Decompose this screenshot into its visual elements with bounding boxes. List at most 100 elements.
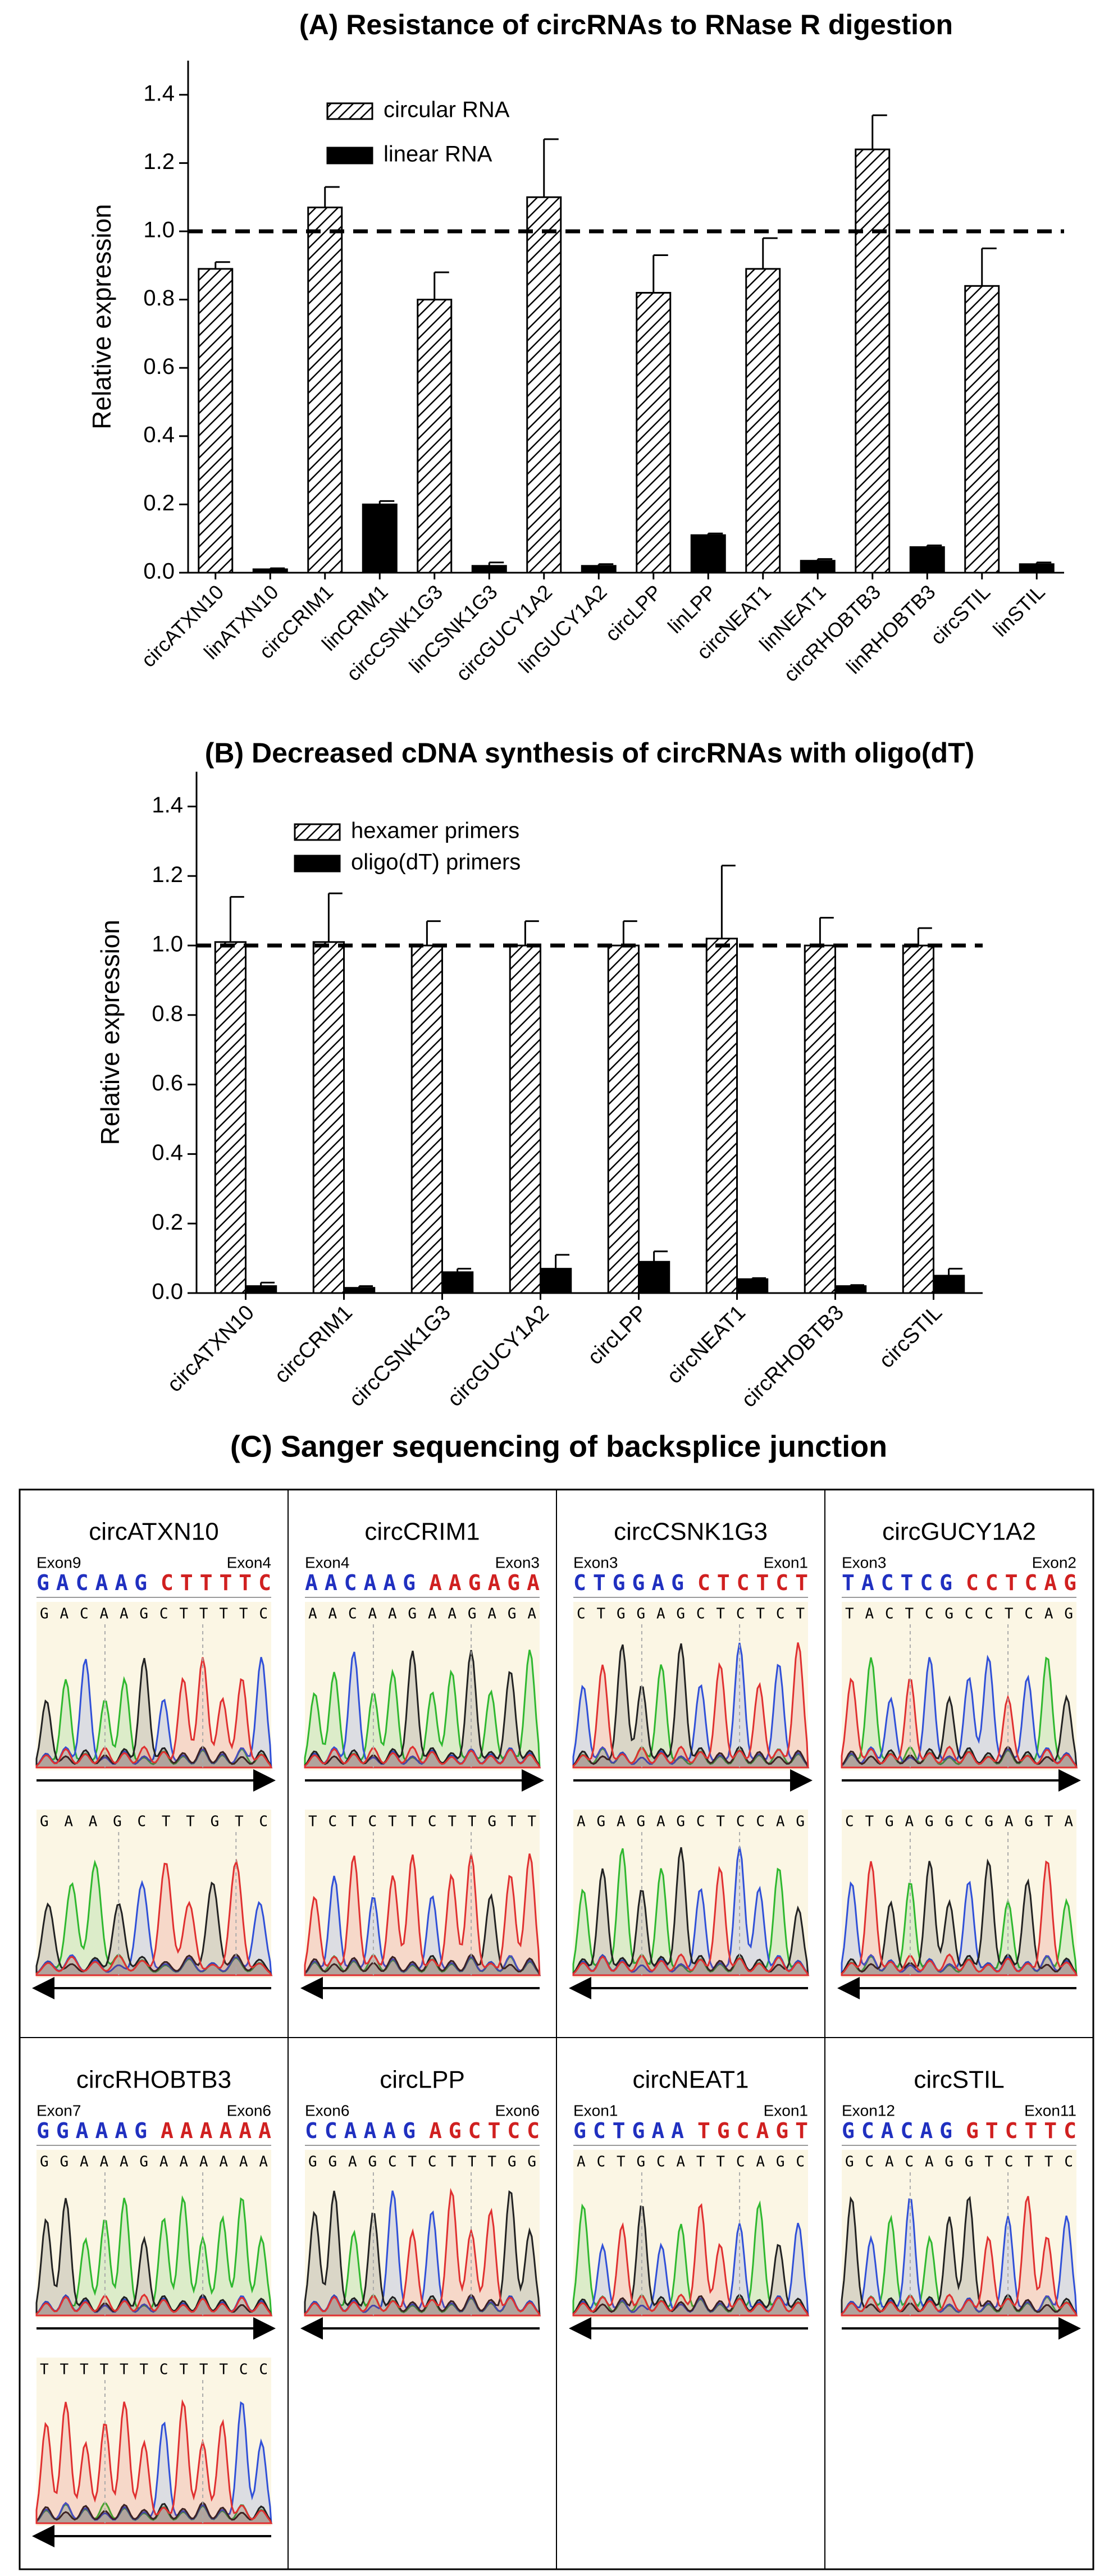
y-tick-label: 0.4 — [143, 422, 175, 447]
bar — [638, 1260, 670, 1294]
trace-background — [36, 1602, 271, 1770]
chart-title: (B) Decreased cDNA synthesis of circRNAs… — [205, 737, 975, 769]
trace-background — [573, 2150, 808, 2318]
error-bar — [260, 1281, 275, 1286]
sequence-right: CTCTCT — [697, 1570, 808, 1595]
trace-c — [841, 1654, 1078, 1769]
x-tick-label: circLPP — [583, 1301, 652, 1369]
trace-a — [35, 1859, 273, 1976]
trace-t — [841, 1677, 1078, 1769]
sequence-right: CCTCAG — [966, 1570, 1076, 1595]
error-bar — [622, 920, 637, 946]
exon-right: Exon1 — [764, 1554, 808, 1571]
sequence-left: GACAAG — [36, 1570, 147, 1595]
trace-background — [842, 1810, 1076, 1978]
exon-left: Exon7 — [36, 2102, 81, 2119]
y-tick-label: 1.0 — [152, 932, 183, 957]
legend-label: circular RNA — [384, 98, 510, 122]
sequence-left: CCAAAG — [305, 2118, 416, 2143]
error-bar — [597, 563, 614, 566]
bar — [736, 1278, 769, 1294]
cell-name: circNEAT1 — [633, 2066, 749, 2094]
bar — [607, 944, 640, 1294]
junction-sequence: GACAAG CTTTTC — [36, 1570, 271, 1595]
exon-right: Exon6 — [495, 2102, 540, 2119]
trace-background — [305, 1602, 540, 1770]
trace-t — [35, 1657, 273, 1769]
error-bar — [327, 892, 343, 942]
x-tick-label: circSTIL — [875, 1301, 947, 1373]
y-tick-label: 0.2 — [143, 491, 175, 515]
exon-right: Exon4 — [227, 1554, 271, 1571]
bar — [933, 1275, 965, 1294]
legend-swatch — [326, 102, 373, 120]
trace-c — [35, 1880, 272, 1976]
error-bar — [871, 114, 887, 150]
bar — [526, 196, 562, 574]
error-bar — [543, 138, 559, 198]
bar — [312, 941, 345, 1294]
bar — [540, 1268, 572, 1294]
sequence-left: TACTCG — [842, 1570, 952, 1595]
trace-background — [36, 2358, 271, 2526]
bar — [245, 1285, 277, 1294]
trace-g — [572, 1847, 809, 1976]
bar — [705, 938, 738, 1294]
bar — [964, 285, 1000, 574]
panel-title: (C) Sanger sequencing of backsplice junc… — [230, 1429, 887, 1463]
exon-right: Exon11 — [1024, 2102, 1076, 2119]
error-bar — [981, 247, 997, 286]
y-axis-label: Relative expression — [95, 920, 125, 1145]
x-tick-label: circGUCY1A2 — [451, 580, 556, 685]
exon-right: Exon2 — [1032, 1554, 1076, 1571]
trace-t — [841, 2196, 1078, 2317]
exon-right: Exon1 — [764, 2102, 808, 2119]
error-bar — [378, 500, 395, 505]
bar — [804, 944, 836, 1294]
sequence-left: GGAAAG — [36, 2118, 147, 2143]
bar — [745, 268, 781, 574]
x-tick-label: circCSNK1G3 — [342, 580, 447, 685]
trace-g — [304, 1893, 541, 1976]
y-tick-label: 0.0 — [152, 1280, 183, 1304]
cell-name: circLPP — [380, 2066, 465, 2094]
trace-g — [841, 2195, 1078, 2317]
y-tick-label: 0.6 — [143, 354, 175, 379]
exon-left: Exon3 — [842, 1554, 886, 1571]
trace-background — [573, 1602, 808, 1770]
bar — [214, 941, 247, 1294]
x-tick-label: linSTIL — [988, 580, 1049, 641]
error-bar — [819, 916, 834, 946]
bar — [362, 503, 398, 574]
y-tick-label: 0.8 — [143, 286, 175, 310]
x-tick-label: circRHOBTB3 — [737, 1301, 848, 1412]
trace-g — [304, 1650, 541, 1769]
trace-t — [304, 1746, 541, 1769]
exon-right: Exon3 — [495, 1554, 540, 1571]
error-bar — [457, 1268, 472, 1272]
bar — [909, 546, 945, 574]
bar — [252, 568, 288, 574]
exon-left: Exon4 — [305, 1554, 349, 1571]
trace-t — [304, 2187, 541, 2317]
trace-t — [572, 2203, 810, 2317]
cell-name: circSTIL — [914, 2066, 1004, 2094]
chart-title: (A) Resistance of circRNAs to RNase R di… — [299, 9, 953, 40]
error-bar — [488, 561, 504, 566]
error-bar — [948, 1268, 963, 1276]
trace-t — [35, 1858, 273, 1976]
trace-g — [35, 1881, 273, 1976]
junction-sequence: AACAAG AAGAGA — [305, 1570, 540, 1595]
cell-name: circATXN10 — [89, 1518, 218, 1546]
error-bar — [555, 1254, 570, 1269]
trace-t — [572, 1642, 809, 1769]
x-tick-label: circCRIM1 — [270, 1301, 357, 1388]
x-tick-label: circGUCY1A2 — [443, 1301, 554, 1412]
trace-t — [304, 1853, 541, 1976]
error-bar — [433, 271, 449, 300]
error-bar — [707, 532, 723, 536]
error-bar — [269, 567, 285, 569]
x-tick-label: circCSNK1G3 — [345, 1301, 455, 1412]
bar — [198, 268, 234, 574]
y-tick-label: 0.4 — [152, 1140, 183, 1165]
